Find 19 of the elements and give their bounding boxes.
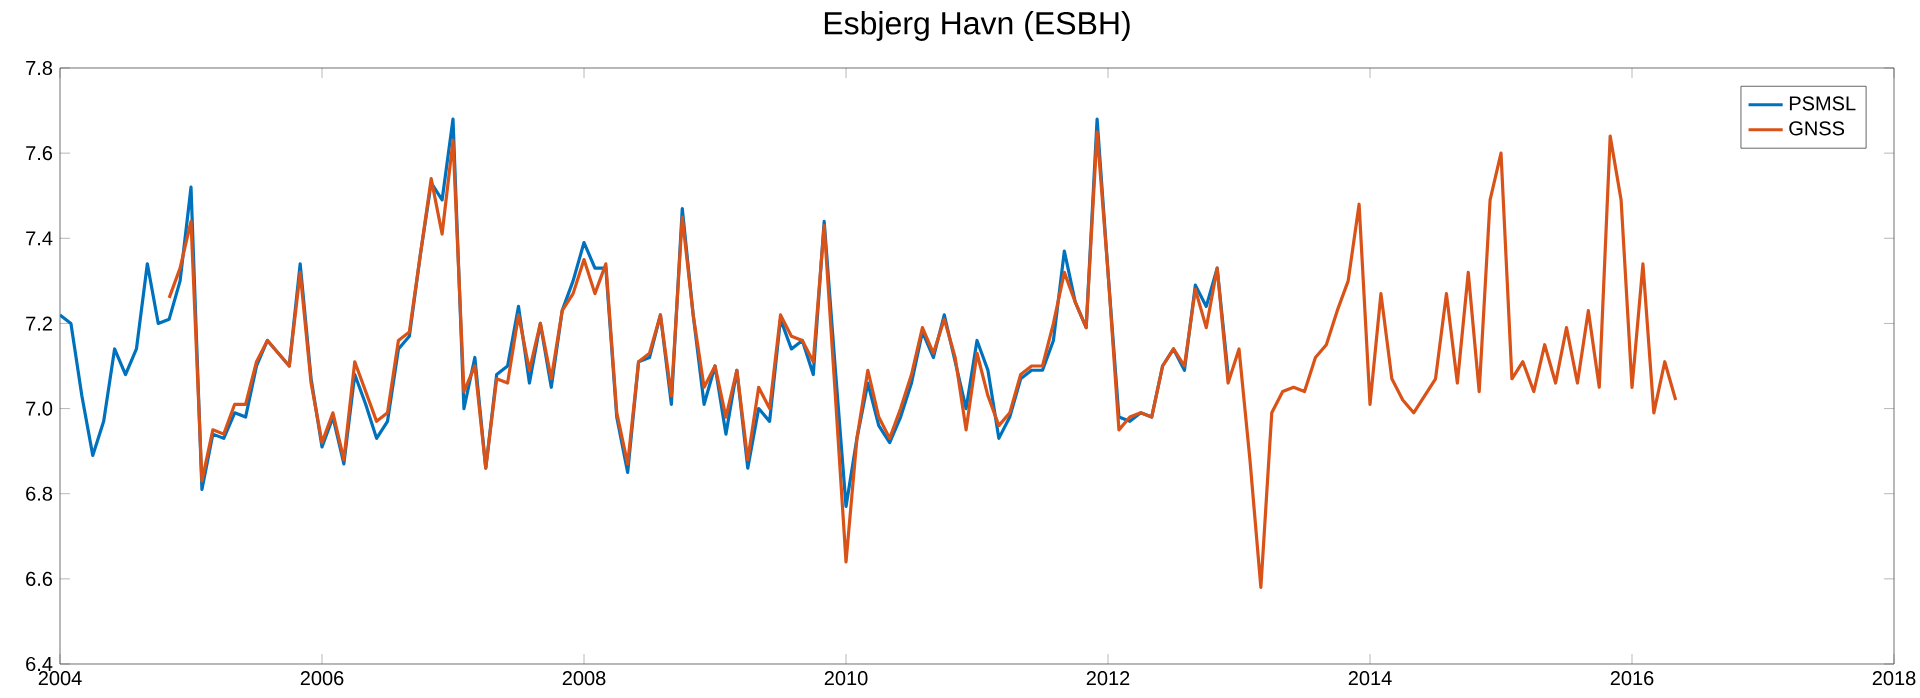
x-tick-label: 2018 bbox=[1872, 671, 1916, 686]
y-tick-label: 6.4 bbox=[26, 656, 53, 672]
y-tick-label: 7.0 bbox=[26, 401, 53, 416]
y-tick-label: 6.6 bbox=[26, 571, 53, 586]
x-tick-label: 2016 bbox=[1610, 671, 1654, 686]
x-tick-label: 2008 bbox=[562, 671, 606, 686]
y-tick-label: 7.8 bbox=[26, 60, 53, 76]
x-tick-label: 2004 bbox=[38, 671, 82, 686]
x-tick-label: 2006 bbox=[300, 671, 344, 686]
y-tick-label: 6.8 bbox=[26, 486, 53, 501]
x-tick-label: 2012 bbox=[1086, 671, 1130, 686]
chart-title: Esbjerg Havn (ESBH) bbox=[824, 11, 1130, 41]
x-tick-label: 2014 bbox=[1348, 671, 1392, 686]
y-tick-label: 7.2 bbox=[26, 316, 52, 331]
legend-label: PSMSL bbox=[1789, 96, 1856, 111]
y-tick-label: 7.4 bbox=[26, 231, 53, 246]
y-tick-label: 7.6 bbox=[26, 146, 53, 161]
legend-label: GNSS bbox=[1789, 121, 1845, 136]
x-tick-label: 2010 bbox=[824, 671, 868, 686]
